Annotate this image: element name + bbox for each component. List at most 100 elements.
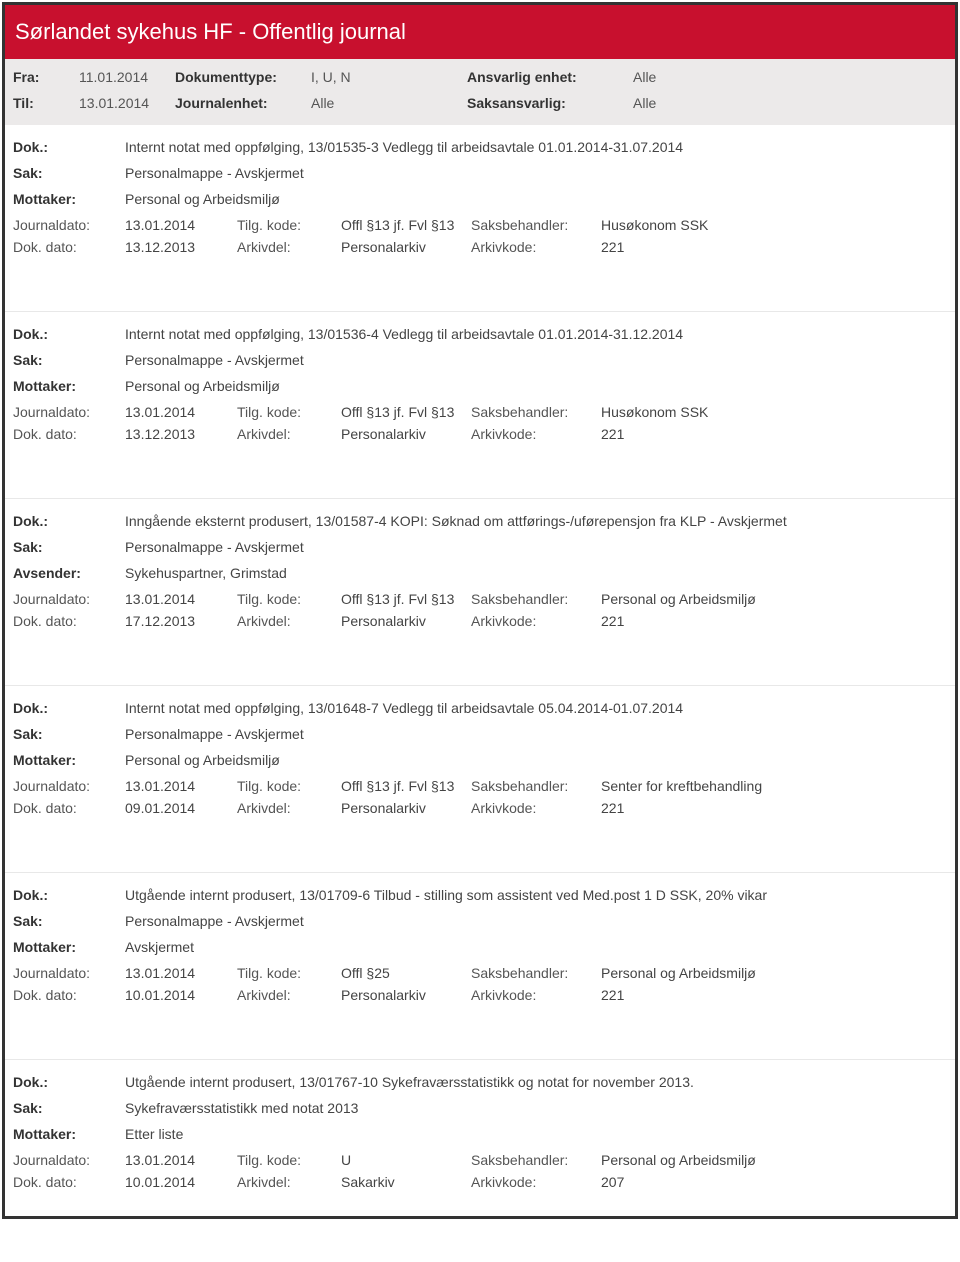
party-value: Personal og Arbeidsmiljø bbox=[125, 191, 947, 207]
filter-journalenhet-label: Journalenhet: bbox=[175, 95, 305, 111]
filter-dokumenttype-label: Dokumenttype: bbox=[175, 69, 305, 85]
journaldato-label: Journaldato: bbox=[13, 217, 125, 233]
dok-value: Utgående internt produsert, 13/01767-10 … bbox=[125, 1074, 947, 1090]
arkivdel-label: Arkivdel: bbox=[237, 613, 341, 629]
saksbehandler-label: Saksbehandler: bbox=[471, 217, 601, 233]
saksbehandler-label: Saksbehandler: bbox=[471, 778, 601, 794]
sak-label: Sak: bbox=[13, 165, 125, 181]
tilgkode-label: Tilg. kode: bbox=[237, 404, 341, 420]
journaldato-label: Journaldato: bbox=[13, 778, 125, 794]
party-label: Mottaker: bbox=[13, 378, 125, 394]
sak-label: Sak: bbox=[13, 913, 125, 929]
dokdato-value: 13.12.2013 bbox=[125, 239, 237, 255]
tilgkode-value: Offl §13 jf. Fvl §13 bbox=[341, 404, 471, 420]
party-value: Etter liste bbox=[125, 1126, 947, 1142]
dokdato-label: Dok. dato: bbox=[13, 1174, 125, 1190]
filter-til-value: 13.01.2014 bbox=[79, 95, 169, 111]
tilgkode-value: U bbox=[341, 1152, 471, 1168]
journal-entry: Dok.: Utgående internt produsert, 13/017… bbox=[5, 873, 955, 1029]
arkivkode-label: Arkivkode: bbox=[471, 800, 601, 816]
entries-container: Dok.: Internt notat med oppfølging, 13/0… bbox=[5, 125, 955, 1216]
party-label: Mottaker: bbox=[13, 752, 125, 768]
journaldato-value: 13.01.2014 bbox=[125, 217, 237, 233]
party-value: Sykehuspartner, Grimstad bbox=[125, 565, 947, 581]
arkivkode-label: Arkivkode: bbox=[471, 426, 601, 442]
dok-value: Inngående eksternt produsert, 13/01587-4… bbox=[125, 513, 947, 529]
tilgkode-label: Tilg. kode: bbox=[237, 965, 341, 981]
tilgkode-label: Tilg. kode: bbox=[237, 778, 341, 794]
arkivkode-label: Arkivkode: bbox=[471, 1174, 601, 1190]
arkivkode-value: 221 bbox=[601, 239, 821, 255]
journaldato-value: 13.01.2014 bbox=[125, 1152, 237, 1168]
filter-bar: Fra: 11.01.2014 Dokumenttype: I, U, N An… bbox=[5, 59, 955, 125]
arkivdel-label: Arkivdel: bbox=[237, 426, 341, 442]
arkivkode-label: Arkivkode: bbox=[471, 239, 601, 255]
filter-til-label: Til: bbox=[13, 95, 73, 111]
arkivdel-label: Arkivdel: bbox=[237, 800, 341, 816]
arkivdel-label: Arkivdel: bbox=[237, 239, 341, 255]
journaldato-value: 13.01.2014 bbox=[125, 778, 237, 794]
party-value: Avskjermet bbox=[125, 939, 947, 955]
filter-fra-label: Fra: bbox=[13, 69, 73, 85]
sak-label: Sak: bbox=[13, 1100, 125, 1116]
dok-label: Dok.: bbox=[13, 513, 125, 529]
arkivkode-value: 221 bbox=[601, 426, 821, 442]
journaldato-label: Journaldato: bbox=[13, 591, 125, 607]
tilgkode-value: Offl §25 bbox=[341, 965, 471, 981]
dok-value: Internt notat med oppfølging, 13/01535-3… bbox=[125, 139, 947, 155]
saksbehandler-value: Personal og Arbeidsmiljø bbox=[601, 965, 821, 981]
dok-label: Dok.: bbox=[13, 326, 125, 342]
saksbehandler-value: Husøkonom SSK bbox=[601, 404, 821, 420]
sak-label: Sak: bbox=[13, 726, 125, 742]
journaldato-label: Journaldato: bbox=[13, 1152, 125, 1168]
dokdato-label: Dok. dato: bbox=[13, 426, 125, 442]
document-frame: Sørlandet sykehus HF - Offentlig journal… bbox=[2, 2, 958, 1219]
dok-label: Dok.: bbox=[13, 700, 125, 716]
journal-entry: Dok.: Inngående eksternt produsert, 13/0… bbox=[5, 499, 955, 655]
sak-value: Personalmappe - Avskjermet bbox=[125, 352, 947, 368]
filter-fra-value: 11.01.2014 bbox=[79, 69, 169, 85]
journaldato-label: Journaldato: bbox=[13, 404, 125, 420]
arkivkode-value: 221 bbox=[601, 800, 821, 816]
journal-entry: Dok.: Internt notat med oppfølging, 13/0… bbox=[5, 312, 955, 468]
saksbehandler-label: Saksbehandler: bbox=[471, 1152, 601, 1168]
sak-value: Personalmappe - Avskjermet bbox=[125, 165, 947, 181]
dok-value: Internt notat med oppfølging, 13/01536-4… bbox=[125, 326, 947, 342]
filter-dokumenttype-value: I, U, N bbox=[311, 69, 461, 85]
filter-saksansvarlig-value: Alle bbox=[633, 95, 753, 111]
arkivkode-value: 221 bbox=[601, 987, 821, 1003]
dokdato-value: 10.01.2014 bbox=[125, 987, 237, 1003]
filter-ansvarlig-value: Alle bbox=[633, 69, 753, 85]
party-label: Mottaker: bbox=[13, 939, 125, 955]
arkivdel-label: Arkivdel: bbox=[237, 987, 341, 1003]
saksbehandler-value: Personal og Arbeidsmiljø bbox=[601, 591, 821, 607]
party-label: Avsender: bbox=[13, 565, 125, 581]
journaldato-value: 13.01.2014 bbox=[125, 404, 237, 420]
arkivkode-label: Arkivkode: bbox=[471, 613, 601, 629]
dok-value: Internt notat med oppfølging, 13/01648-7… bbox=[125, 700, 947, 716]
sak-label: Sak: bbox=[13, 539, 125, 555]
dokdato-label: Dok. dato: bbox=[13, 239, 125, 255]
arkivdel-value: Personalarkiv bbox=[341, 987, 471, 1003]
tilgkode-value: Offl §13 jf. Fvl §13 bbox=[341, 591, 471, 607]
tilgkode-label: Tilg. kode: bbox=[237, 591, 341, 607]
saksbehandler-value: Personal og Arbeidsmiljø bbox=[601, 1152, 821, 1168]
arkivkode-label: Arkivkode: bbox=[471, 987, 601, 1003]
arkivdel-value: Personalarkiv bbox=[341, 800, 471, 816]
sak-value: Personalmappe - Avskjermet bbox=[125, 726, 947, 742]
filter-journalenhet-value: Alle bbox=[311, 95, 461, 111]
saksbehandler-label: Saksbehandler: bbox=[471, 404, 601, 420]
journal-entry: Dok.: Internt notat med oppfølging, 13/0… bbox=[5, 686, 955, 842]
filter-ansvarlig-label: Ansvarlig enhet: bbox=[467, 69, 627, 85]
dokdato-value: 09.01.2014 bbox=[125, 800, 237, 816]
arkivkode-value: 207 bbox=[601, 1174, 821, 1190]
saksbehandler-label: Saksbehandler: bbox=[471, 965, 601, 981]
sak-value: Personalmappe - Avskjermet bbox=[125, 913, 947, 929]
tilgkode-value: Offl §13 jf. Fvl §13 bbox=[341, 217, 471, 233]
journal-entry: Dok.: Utgående internt produsert, 13/017… bbox=[5, 1060, 955, 1216]
filter-saksansvarlig-label: Saksansvarlig: bbox=[467, 95, 627, 111]
dokdato-label: Dok. dato: bbox=[13, 800, 125, 816]
arkivdel-value: Personalarkiv bbox=[341, 613, 471, 629]
arkivdel-value: Personalarkiv bbox=[341, 239, 471, 255]
dok-label: Dok.: bbox=[13, 887, 125, 903]
